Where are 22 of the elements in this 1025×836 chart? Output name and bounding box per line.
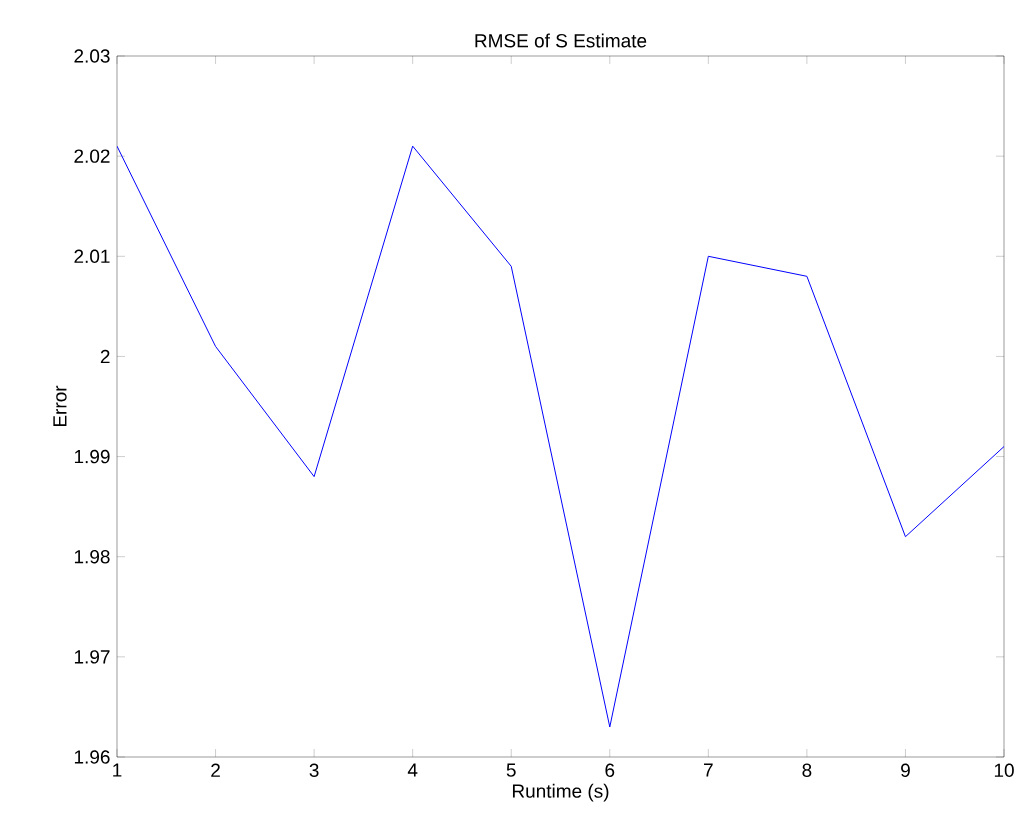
y-tick-label: 1.99 (74, 449, 110, 464)
y-tick-label: 2.01 (74, 249, 110, 264)
x-tick-label: 9 (901, 763, 910, 777)
y-tick-label: 2 (100, 349, 110, 364)
y-axis-title: Error (53, 385, 67, 427)
x-tick-label: 3 (309, 763, 319, 777)
x-tick-label: 4 (407, 763, 418, 777)
x-tick-label: 5 (506, 763, 516, 777)
x-tick-label: 1 (113, 763, 122, 777)
x-tick-label: 6 (605, 763, 615, 777)
y-tick-label: 1.96 (74, 750, 110, 764)
y-tick-label: 1.97 (74, 650, 110, 664)
x-tick-label: 2 (211, 763, 220, 777)
line-series (117, 145, 1004, 728)
y-tick-label: 2.02 (74, 149, 110, 163)
x-tick-label: 7 (704, 763, 713, 777)
y-tick-label: 1.98 (74, 549, 110, 564)
y-tick-label: 2.03 (74, 49, 110, 63)
chart-title: RMSE of S Estimate (475, 33, 647, 48)
x-axis-title: Runtime (s) (512, 783, 609, 802)
x-tick-label: 8 (802, 763, 812, 777)
x-tick-label: 10 (994, 763, 1014, 777)
